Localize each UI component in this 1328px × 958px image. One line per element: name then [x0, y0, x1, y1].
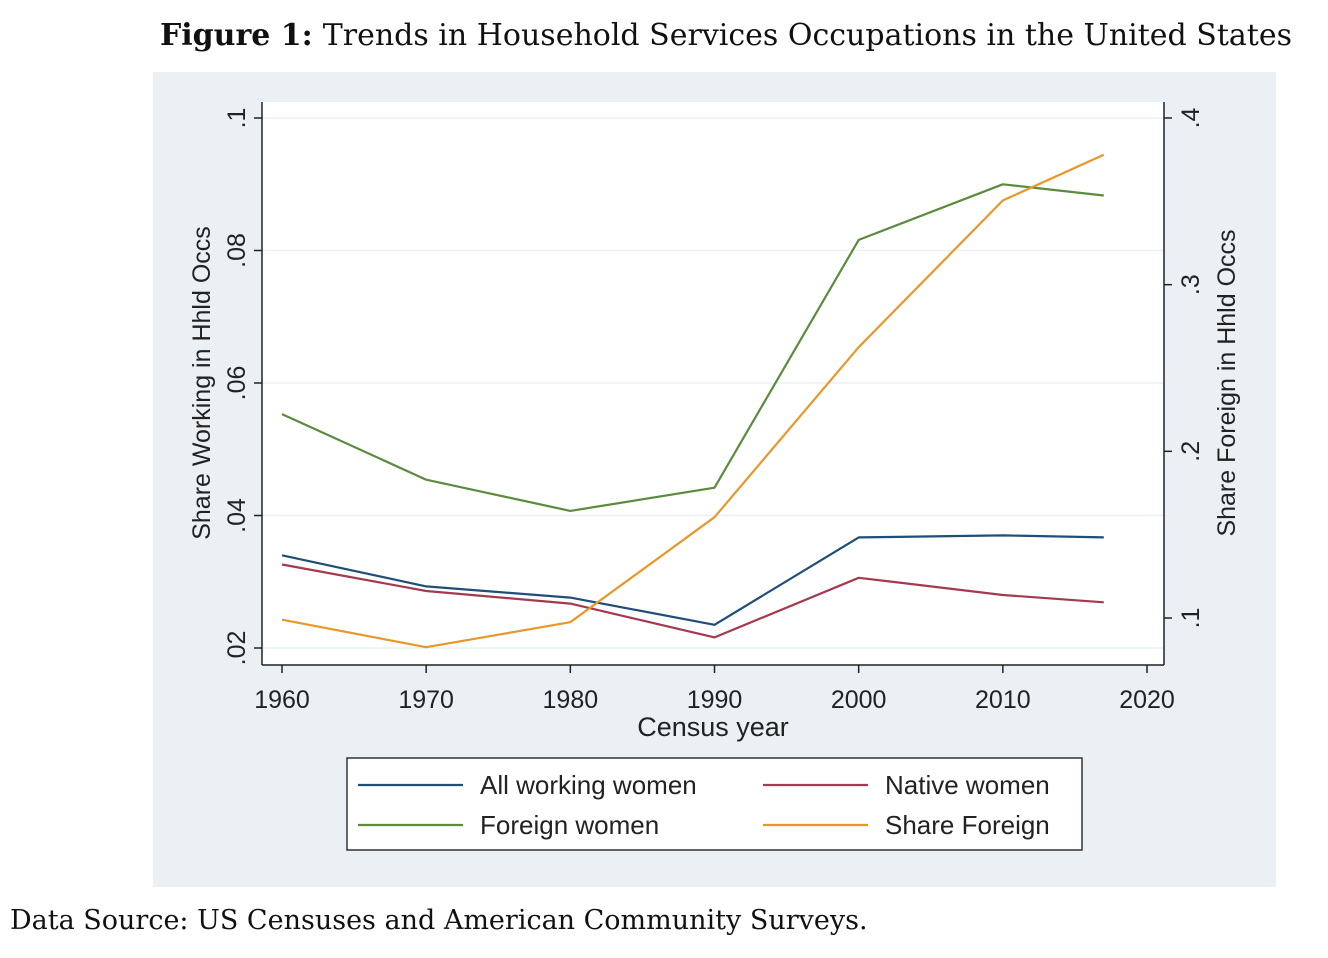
series-lines: [281, 153, 1105, 649]
data-source-note: Data Source: US Censuses and American Co…: [10, 905, 868, 936]
y-right-tick-label: .1: [1177, 608, 1205, 629]
y-left-tick-label: .02: [223, 631, 251, 666]
figure-label: Figure 1:: [159, 18, 313, 53]
series-line-all-working-women: [281, 534, 1104, 626]
series-line-foreign-women: [281, 183, 1104, 512]
legend: All working women Native women Foreign wom…: [346, 757, 1083, 851]
y-left-tick-label: .04: [223, 498, 251, 533]
y-right-axis-label: Share Foreign in Hhld Occs: [1213, 229, 1241, 536]
legend-box: [346, 757, 1083, 851]
legend-label-foreign-women: Foreign women: [480, 810, 659, 840]
legend-label-all-working-women: All working women: [480, 770, 697, 800]
x-axis-label: Census year: [637, 712, 789, 742]
y-left-axis-label: Share Working in Hhld Occs: [188, 226, 216, 540]
y-left-tick-label: .1: [223, 108, 251, 129]
y-right-tick-label: .2: [1177, 441, 1205, 462]
y-left-tick-label: .06: [223, 366, 251, 401]
x-tick-label: 2020: [1119, 686, 1175, 714]
figure-title: Figure 1: Trends in Household Services Oc…: [0, 18, 1328, 53]
y-right-tick-label: .3: [1177, 274, 1205, 295]
x-tick-label: 2010: [975, 686, 1031, 714]
legend-label-native-women: Native women: [885, 770, 1050, 800]
x-tick-label: 1970: [398, 686, 454, 714]
figure-title-text: Trends in Household Services Occupations…: [322, 18, 1292, 53]
x-tick-label: 1960: [254, 686, 310, 714]
x-tick-label: 1990: [687, 686, 743, 714]
legend-label-share-foreign: Share Foreign: [885, 810, 1050, 840]
axes: .02 .04 .06 .08 .1 .1 .2 .3 .4 1960 1970 1980 1990 20…: [223, 102, 1205, 714]
x-tick-label: 1980: [543, 686, 599, 714]
series-line-native-women: [281, 563, 1104, 639]
y-right-tick-label: .4: [1177, 107, 1205, 128]
gridlines: [262, 117, 1164, 649]
x-tick-label: 2000: [831, 686, 887, 714]
y-left-tick-label: .08: [223, 233, 251, 268]
series-line-share-foreign: [281, 153, 1105, 649]
